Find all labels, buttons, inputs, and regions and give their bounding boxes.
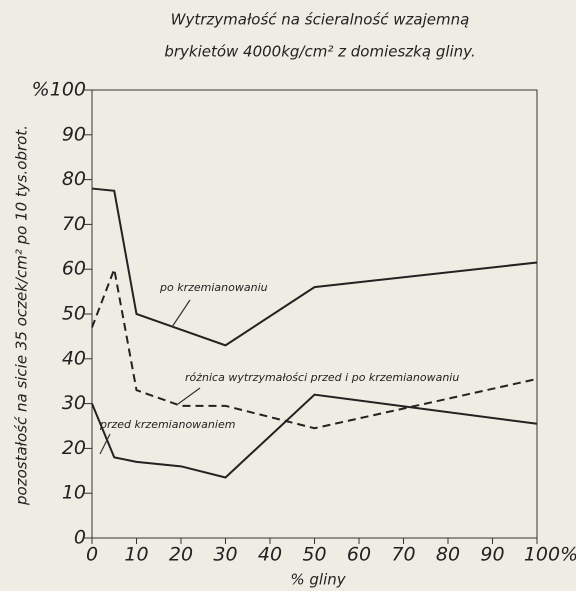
y-tick-label: 30: [62, 392, 86, 414]
y-tick-label: 70: [62, 213, 86, 235]
x-tick-label: 10: [124, 544, 148, 566]
x-tick-label: 70: [391, 544, 415, 566]
x-tick-label: 0: [86, 544, 98, 566]
series-line: [91, 187, 538, 347]
y-tick-label: 10: [62, 482, 86, 504]
y-tick-label: 50: [62, 303, 86, 325]
x-tick-label: 50: [302, 544, 326, 566]
series-line: [91, 265, 538, 430]
y-tick-label: 60: [62, 258, 86, 280]
x-tick-label: 30: [213, 544, 237, 566]
leader-line: [177, 387, 201, 405]
x-axis-label: % gliny: [290, 571, 346, 589]
series-line: [91, 393, 538, 479]
x-tick-label: 90: [480, 544, 504, 566]
chart-title: Wytrzymałość na ścieralność wzajemną: [171, 11, 470, 29]
y-axis-label: pozostałość na sicie 35 oczek/cm² po 10 …: [13, 125, 31, 506]
y-tick-label: 90: [62, 123, 86, 145]
x-tick-label: 100%: [524, 544, 576, 566]
x-tick-label: 80: [436, 544, 460, 566]
y-tick-label: 20: [62, 437, 86, 459]
series-label: po krzemianowaniu: [159, 281, 268, 294]
leader-line: [99, 433, 111, 455]
leader-line: [171, 299, 191, 328]
x-tick-label: 20: [169, 544, 193, 566]
series-label: przed krzemianowaniem: [99, 418, 235, 431]
series-label: różnica wytrzymałości przed i po krzemia…: [185, 371, 459, 384]
chart-subtitle: brykietów 4000kg/cm² z domieszką gliny.: [164, 43, 475, 61]
y-tick-label: %100: [32, 79, 86, 101]
y-tick-label: 80: [62, 168, 86, 190]
y-tick-label: 40: [62, 347, 86, 369]
x-tick-label: 40: [258, 544, 282, 566]
x-tick-label: 60: [347, 544, 371, 566]
y-tick-label: 0: [74, 527, 86, 549]
